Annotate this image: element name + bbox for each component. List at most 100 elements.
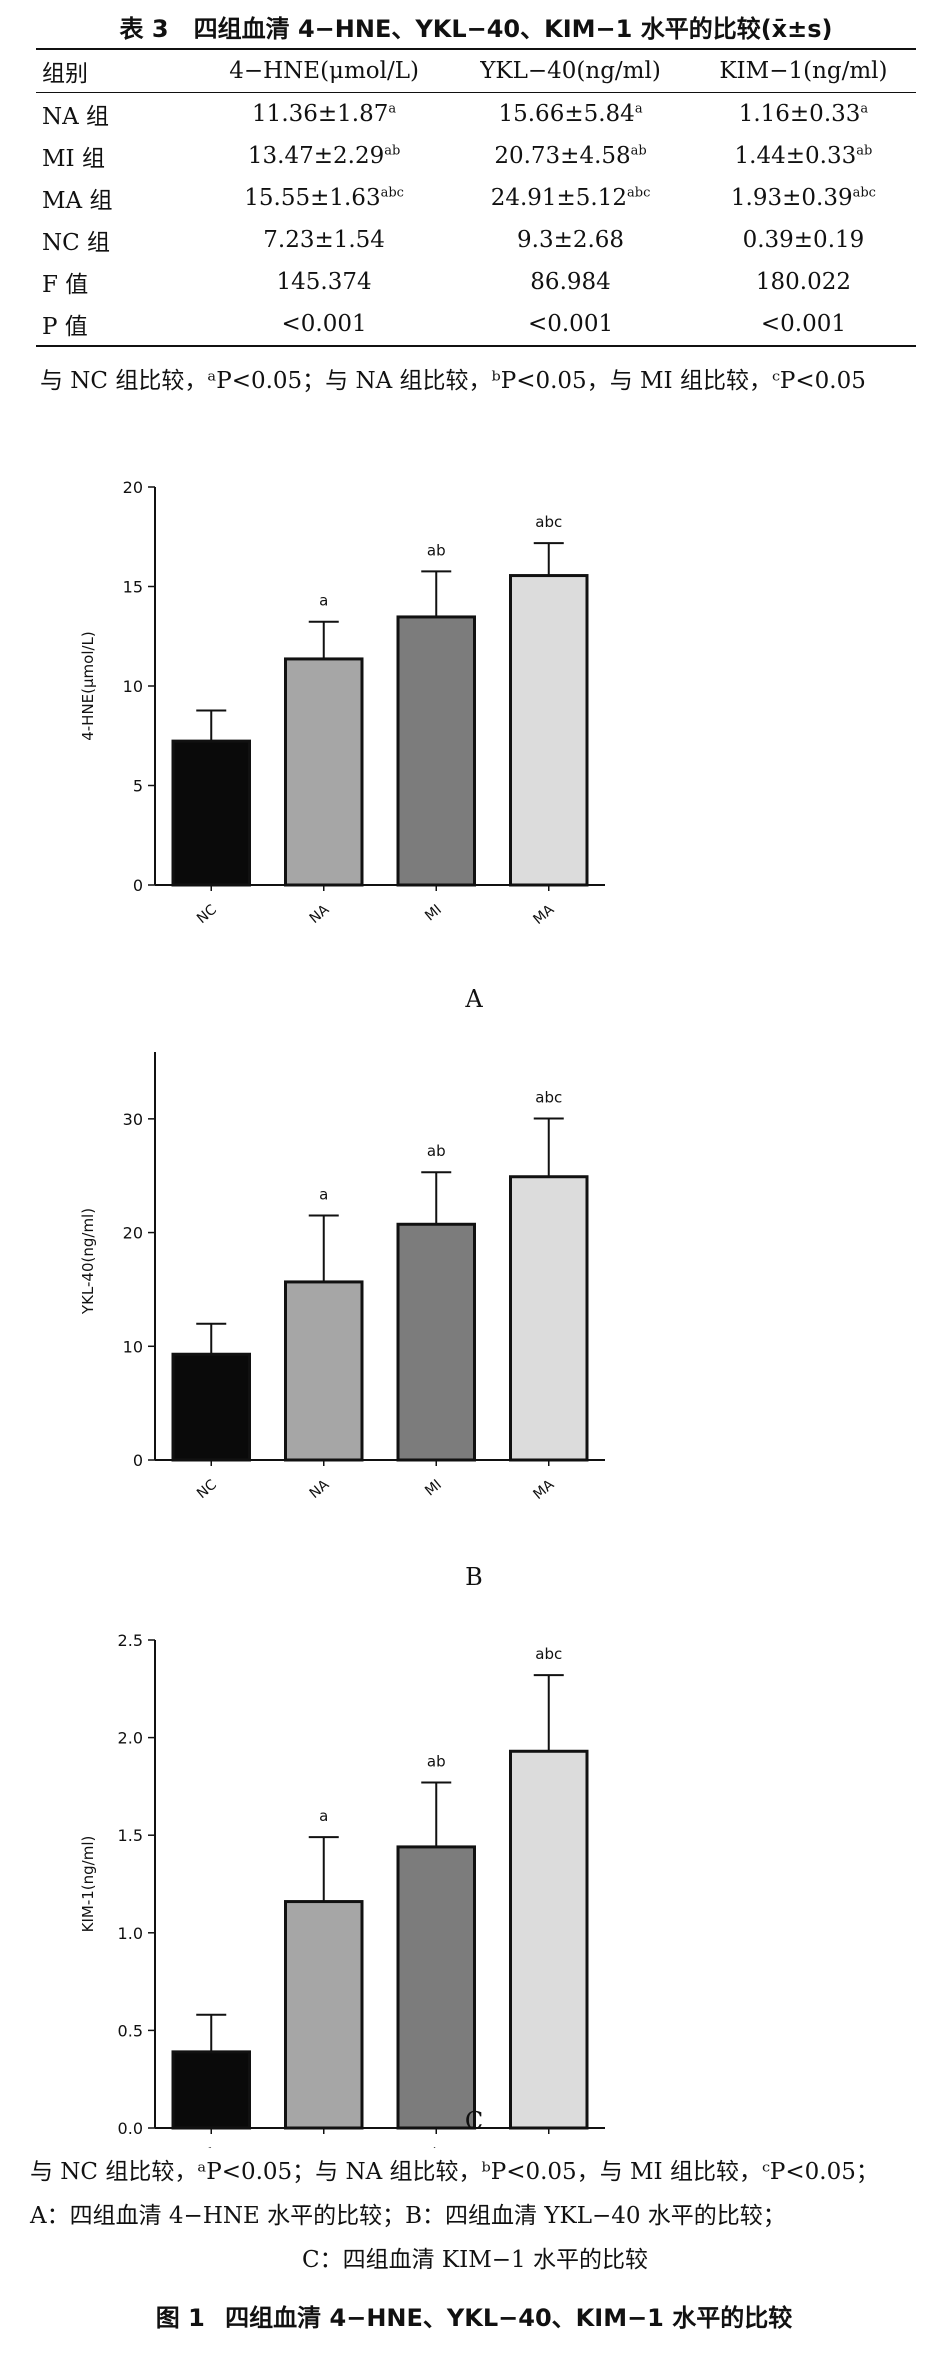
table-cell: 7.23±1.54 <box>198 219 450 261</box>
x-tick-label: MI <box>422 1477 445 1500</box>
significance-label: a <box>319 1186 328 1204</box>
bar <box>284 657 364 887</box>
cell-value: 15.66±5.84 <box>498 101 635 127</box>
x-tick-label: MA <box>530 1477 557 1503</box>
x-tick-label: NC <box>194 1477 220 1502</box>
bar <box>284 1280 364 1462</box>
significance-label: abc <box>535 1645 562 1663</box>
table-cell: 180.022 <box>691 261 916 303</box>
significance-label: abc <box>535 1089 562 1107</box>
bar <box>509 1749 589 2130</box>
y-axis-label: 4-HNE(μmol/L) <box>79 631 97 741</box>
chart-panel-a: 0 5 10 15 20 4-HNE(μmol/L) NC a NA ab MI abc MA <box>79 478 605 928</box>
panel-label-a: A <box>465 985 483 1013</box>
y-tick-label: 10 <box>123 677 143 696</box>
table-row: P 值 <0.001 <0.001 <0.001 <box>36 303 916 347</box>
panel-label-b: B <box>465 1563 483 1591</box>
stats-table: 组别 4−HNE(μmol/L) YKL−40(ng/ml) KIM−1(ng/… <box>36 48 916 347</box>
bar <box>509 1175 589 1462</box>
bar <box>171 2050 251 2130</box>
cell-superscript: ab <box>856 143 873 159</box>
x-tick-label: NA <box>307 2145 333 2148</box>
bar <box>171 739 251 887</box>
significance-label: ab <box>427 1142 446 1160</box>
header-cell: 组别 <box>36 48 198 93</box>
figure-title-text: 四组血清 4−HNE、YKL−40、KIM−1 水平的比较 <box>225 2304 793 2332</box>
table-cell: <0.001 <box>198 303 451 347</box>
table-cell: 13.47±2.29ab <box>198 135 450 177</box>
row-group: MI 组 <box>42 146 105 172</box>
cell-superscript: abc <box>852 185 876 201</box>
x-tick-label: NC <box>194 2145 220 2148</box>
table-cell: 15.66±5.84a <box>450 93 691 136</box>
table-cell: <0.001 <box>690 303 916 347</box>
y-tick-label: 2.0 <box>118 1729 143 1748</box>
cell-value: 24.91±5.12 <box>490 185 628 211</box>
cell-value: 1.16±0.33 <box>738 101 861 127</box>
table-row: MA 组 15.55±1.63 abc 24.91±5.12abc 1.93±0.39a… <box>36 177 916 219</box>
y-tick-label: 0 <box>133 876 143 895</box>
cell-superscript: ab <box>630 143 647 159</box>
cell-value: 1.93±0.39 <box>730 185 853 211</box>
table-cell: 24.91±5.12abc <box>450 177 691 219</box>
table-row: NC 组 7.23±1.54 9.3±2.68 0.39±0.19 <box>36 219 916 261</box>
cell-value: <0.001 <box>527 311 614 337</box>
y-tick-label: 10 <box>123 1337 143 1356</box>
bar <box>396 1845 476 2130</box>
cell-superscript: a <box>388 101 397 117</box>
row-group: NC 组 <box>42 230 111 256</box>
table-cell: 9.3±2.68 <box>450 219 691 261</box>
bar <box>509 574 589 887</box>
cell-value: 180.022 <box>755 269 851 295</box>
y-tick-label: 1.5 <box>118 1826 143 1845</box>
significance-label: a <box>319 1807 328 1825</box>
cell-value: 7.23±1.54 <box>263 227 385 253</box>
bar <box>171 1352 251 1462</box>
row-group: F 值 <box>42 272 89 298</box>
table-row: MI 组 13.47±2.29ab 20.73±4.58ab 1.44±0.33ab <box>36 135 916 177</box>
cell-value: 1.44±0.33 <box>734 143 857 169</box>
cell-value: 20.73±4.58 <box>494 143 631 169</box>
significance-label: ab <box>427 541 446 559</box>
table-header-row: 组别 4−HNE(μmol/L) YKL−40(ng/ml) KIM−1(ng/… <box>36 48 916 93</box>
y-tick-label: 30 <box>123 1110 143 1129</box>
cell-value: 145.374 <box>276 269 372 295</box>
table-row: NA 组 11.36±1.87a 15.66±5.84a 1.16±0.33a <box>36 93 916 136</box>
y-tick-label: 5 <box>133 777 143 796</box>
bar <box>284 1900 364 2130</box>
cell-value: 15.55±1.63 <box>244 185 381 211</box>
caption-line: C：四组血清 KIM−1 水平的比较 <box>302 2247 648 2273</box>
table-cell: 1.44±0.33ab <box>691 135 916 177</box>
table-row: F 值 145.374 86.984 180.022 <box>36 261 916 303</box>
x-tick-label: MI <box>422 2145 445 2148</box>
y-tick-label: 2.5 <box>118 1631 143 1650</box>
chart-panel-c: 0.0 0.5 1.0 1.5 2.0 2.5 KIM-1(ng/ml) NC a NA ab MI a… <box>79 1631 605 2148</box>
table-cell: 11.36±1.87a <box>198 93 450 136</box>
x-tick-label: NC <box>194 902 220 927</box>
header-cell: 4−HNE(μmol/L) <box>198 48 451 93</box>
table-title-text: 四组血清 4−HNE、YKL−40、KIM−1 水平的比较(x̄±s) <box>193 15 833 43</box>
x-tick-label: NA <box>307 902 333 927</box>
cell-value: 86.984 <box>530 269 611 295</box>
x-tick-label: MI <box>422 902 445 925</box>
y-tick-label: 15 <box>123 578 143 597</box>
cell-value: 11.36±1.87 <box>252 101 389 127</box>
row-group: MA 组 <box>42 188 113 214</box>
chart-panel-b: 0 10 20 30 YKL-40(ng/ml) NC a NA ab MI abc MA <box>79 1052 605 1503</box>
cell-superscript: ab <box>384 143 401 159</box>
figure-caption: 与 NC 组比较，ᵃP<0.05；与 NA 组比较，ᵇP<0.05，与 MI 组… <box>30 2150 920 2282</box>
cell-value: 9.3±2.68 <box>517 227 625 253</box>
caption-line: A：四组血清 4−HNE 水平的比较；B：四组血清 YKL−40 水平的比较； <box>30 2203 786 2229</box>
panel-label-c: C <box>464 2107 484 2135</box>
table-cell: 1.93±0.39abc <box>691 177 916 219</box>
figure-label: 图 1 <box>155 2304 205 2332</box>
y-axis-label: KIM-1(ng/ml) <box>79 1836 97 1933</box>
table-cell: 20.73±4.58ab <box>450 135 691 177</box>
y-tick-label: 20 <box>123 1224 143 1243</box>
y-axis-label: YKL-40(ng/ml) <box>79 1208 97 1315</box>
table-cell: 1.16±0.33a <box>691 93 916 136</box>
cell-value: <0.001 <box>281 311 367 337</box>
table-title: 表 3 四组血清 4−HNE、YKL−40、KIM−1 水平的比较(x̄±s) <box>36 10 916 48</box>
significance-label: abc <box>535 513 562 531</box>
caption-line: 与 NC 组比较，ᵃP<0.05；与 NA 组比较，ᵇP<0.05，与 MI 组… <box>30 2159 879 2185</box>
